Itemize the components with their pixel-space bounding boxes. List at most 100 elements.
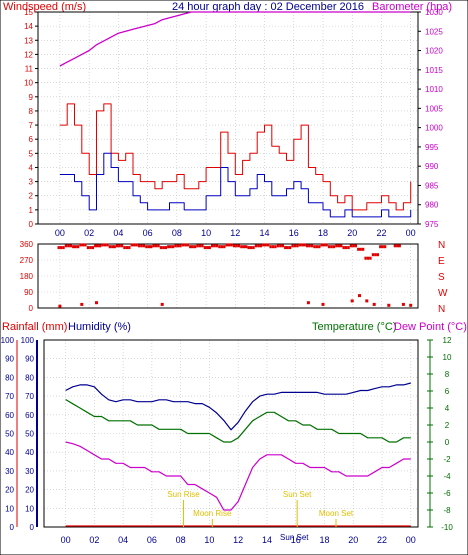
annotation-label-1: Sun Set [283,490,312,499]
dir-point-46-2 [398,244,401,248]
dir-point-32-2 [296,244,299,248]
dir-point-21-1 [213,244,216,248]
dir-point-low-48 [409,303,413,307]
dir-point-43-1 [374,253,377,257]
rainfall-label: Rainfall (mm) [2,321,67,333]
temp-tick-1: -8 [443,506,451,515]
top-x-tick-8: 16 [289,228,299,238]
top-left-tick-1: 1 [29,206,34,215]
dir-point-37-1 [330,245,333,249]
dir-point-4-2 [91,246,94,250]
dir-point-29-1 [271,245,275,249]
dir-point-30-1 [279,244,282,248]
dir-point-1-2 [69,244,72,248]
dir-point-20-0 [203,246,207,250]
rain-tick-3: 30 [5,467,14,476]
dir-point-20-2 [208,246,211,250]
dir-point-11-1 [140,244,143,248]
dir-point-low-34 [306,301,310,305]
dir-point-37-2 [332,245,336,249]
dir-point-39-2 [347,246,350,250]
dir-point-15-1 [169,245,172,249]
rain-tick-2: 20 [5,486,14,495]
dir-point-0-0 [57,246,60,250]
bottom-x-tick-10: 20 [348,535,358,545]
top-x-tick-5: 10 [201,228,211,238]
dir-point-8-2 [120,244,124,248]
humidity-tick-10: 100 [21,336,35,345]
bottom-x-tick-8: 16 [291,535,301,545]
dir-point-46-0 [393,244,397,248]
temp-tick-0: -10 [441,523,453,532]
top-x-tick-9: 18 [318,228,328,238]
dir-point-30-0 [276,244,280,248]
dir-point-24-2 [237,244,241,248]
dir-point-25-2 [245,245,248,249]
top-x-tick-6: 12 [230,228,240,238]
humidity-tick-8: 80 [25,373,34,382]
dir-point-43-0 [371,253,375,257]
annotation-label-2: Moon Rise [193,509,232,518]
dir-point-8-0 [116,244,119,248]
temp-tick-8: 6 [445,387,450,396]
wind-barometer-panel: 0123456789101112131415975980985990995100… [24,8,443,238]
top-left-tick-9: 9 [29,93,34,102]
humidity-tick-0: 0 [30,523,35,532]
dir-point-low-14 [160,302,164,306]
dir-point-33-2 [303,243,306,247]
top-left-tick-7: 7 [29,121,34,130]
temp-tick-5: 0 [445,438,450,447]
dir-point-41-0 [357,247,360,251]
dir-point-44-2 [383,245,387,249]
bottom-x-tick-9: 18 [319,535,329,545]
dir-point-13-2 [157,244,160,248]
rain-tick-7: 70 [5,392,14,401]
top-x-tick-4: 08 [172,228,182,238]
dir-point-22-2 [223,245,226,249]
annotation-label-4: Sun Set [280,533,309,542]
dir-point-5-2 [98,244,102,248]
dir-point-7-0 [108,245,112,249]
temp-tick-2: -6 [443,489,451,498]
dir-left-tick-2: 180 [20,272,34,281]
dir-point-40-1 [352,244,355,248]
top-left-tick-2: 2 [29,192,34,201]
top-left-tick-3: 3 [29,178,34,187]
dir-point-31-2 [288,246,292,250]
dir-left-tick-4: 360 [20,240,34,249]
temp-tick-11: 12 [443,336,452,345]
dir-point-low-41 [358,294,361,298]
top-left-tick-8: 8 [29,107,34,116]
temp-tick-4: -2 [443,455,451,464]
bottom-x-tick-1: 02 [89,535,99,545]
top-left-tick-4: 4 [29,163,34,172]
dir-point-40-0 [349,244,353,248]
dir-point-0-2 [62,246,65,250]
dir-point-9-1 [125,246,129,250]
top-right-tick-6: 1005 [425,104,443,113]
bottom-x-tick-0: 00 [61,535,71,545]
dir-point-28-0 [262,243,265,247]
dir-point-17-1 [184,243,187,247]
rain-tick-1: 10 [5,504,14,513]
dir-point-low-0 [58,304,62,308]
top-right-tick-10: 1025 [425,27,443,36]
dir-point-11-2 [142,244,146,248]
dir-point-12-2 [150,245,153,249]
dir-point-26-1 [249,246,253,250]
dir-point-17-0 [181,243,185,247]
dir-point-42-1 [366,256,370,260]
dir-point-29-2 [274,245,277,249]
top-right-tick-8: 1015 [425,66,443,75]
rain-tick-9: 90 [5,355,14,364]
dir-point-18-1 [191,245,194,249]
dir-point-2-0 [72,245,75,249]
dir-point-31-0 [284,246,287,250]
dir-point-3-2 [84,243,87,247]
dir-point-10-0 [130,243,133,247]
dir-point-34-1 [308,244,311,248]
dir-point-14-2 [164,246,167,250]
top-left-tick-10: 10 [24,79,33,88]
